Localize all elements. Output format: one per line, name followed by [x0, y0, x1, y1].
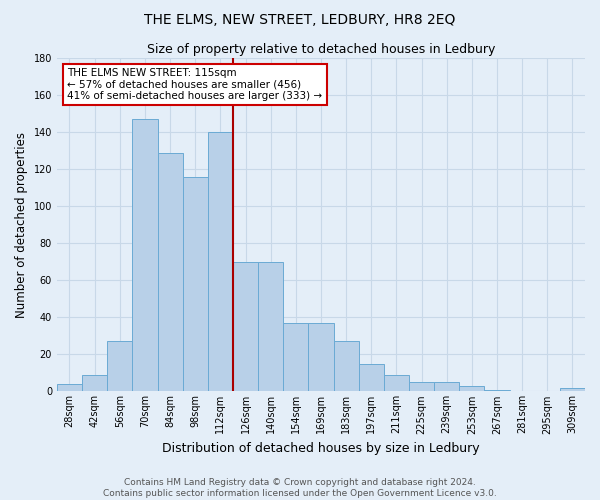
Bar — [308, 323, 334, 392]
Bar — [434, 382, 459, 392]
Bar — [384, 374, 409, 392]
Bar — [233, 262, 258, 392]
Text: THE ELMS, NEW STREET, LEDBURY, HR8 2EQ: THE ELMS, NEW STREET, LEDBURY, HR8 2EQ — [145, 12, 455, 26]
Bar — [334, 342, 359, 392]
Bar — [258, 262, 283, 392]
Bar — [107, 342, 133, 392]
Bar — [484, 390, 509, 392]
X-axis label: Distribution of detached houses by size in Ledbury: Distribution of detached houses by size … — [162, 442, 480, 455]
Text: THE ELMS NEW STREET: 115sqm
← 57% of detached houses are smaller (456)
41% of se: THE ELMS NEW STREET: 115sqm ← 57% of det… — [67, 68, 323, 102]
Bar — [158, 152, 182, 392]
Y-axis label: Number of detached properties: Number of detached properties — [15, 132, 28, 318]
Bar — [409, 382, 434, 392]
Bar — [82, 374, 107, 392]
Bar — [57, 384, 82, 392]
Title: Size of property relative to detached houses in Ledbury: Size of property relative to detached ho… — [147, 42, 495, 56]
Bar — [283, 323, 308, 392]
Bar — [133, 119, 158, 392]
Bar — [459, 386, 484, 392]
Bar — [560, 388, 585, 392]
Bar — [359, 364, 384, 392]
Text: Contains HM Land Registry data © Crown copyright and database right 2024.
Contai: Contains HM Land Registry data © Crown c… — [103, 478, 497, 498]
Bar — [208, 132, 233, 392]
Bar — [182, 176, 208, 392]
